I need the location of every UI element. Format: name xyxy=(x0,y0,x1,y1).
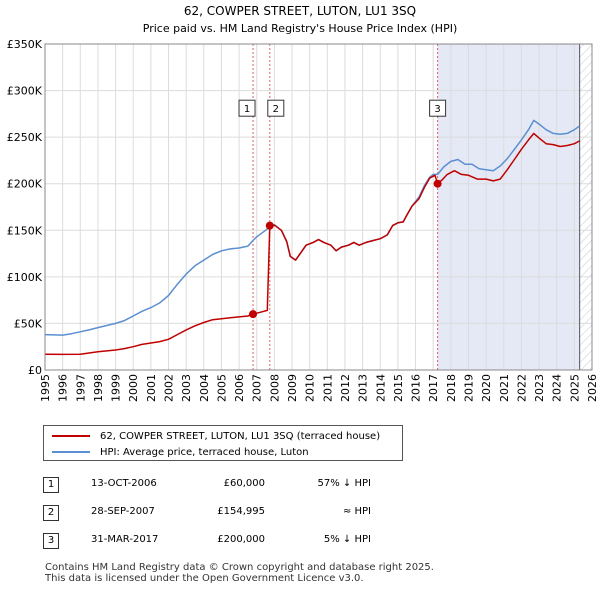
sale-date: 31-MAR-2017 xyxy=(91,534,159,545)
x-tick-label: 2025 xyxy=(568,374,581,402)
y-tick-label: £50K xyxy=(14,317,43,330)
sale-date: 28-SEP-2007 xyxy=(91,506,155,517)
x-tick-label: 1998 xyxy=(92,374,105,402)
y-tick-label: £350K xyxy=(7,38,43,51)
sale-number-badge: 1 xyxy=(43,477,59,493)
x-tick-label: 2011 xyxy=(321,374,334,402)
x-tick-label: 2008 xyxy=(268,374,281,402)
legend: 62, COWPER STREET, LUTON, LU1 3SQ (terra… xyxy=(43,425,403,461)
x-tick-label: 1997 xyxy=(74,374,87,402)
legend-swatch-hpi xyxy=(52,451,90,453)
x-tick-label: 2026 xyxy=(586,374,599,402)
legend-swatch-property xyxy=(52,435,90,437)
y-tick-label: £0 xyxy=(28,364,42,377)
x-tick-label: 1999 xyxy=(110,374,123,402)
x-tick-label: 2018 xyxy=(445,374,458,402)
y-tick-label: £150K xyxy=(7,224,43,237)
sale-point xyxy=(265,221,274,230)
x-tick-label: 2017 xyxy=(427,374,440,402)
price-chart: 62, COWPER STREET, LUTON, LU1 3SQ Price … xyxy=(7,4,599,402)
y-tick-label: £250K xyxy=(7,131,43,144)
x-tick-label: 1996 xyxy=(57,374,70,402)
x-tick-label: 2000 xyxy=(127,374,140,402)
sale-date: 13-OCT-2006 xyxy=(91,478,157,489)
future-hatch xyxy=(579,44,592,370)
sale-label-text: 3 xyxy=(434,104,440,115)
x-tick-label: 2015 xyxy=(392,374,405,402)
x-tick-label: 2024 xyxy=(551,374,564,402)
x-tick-label: 2014 xyxy=(374,374,387,402)
sale-point xyxy=(433,179,442,188)
x-tick-label: 2007 xyxy=(251,374,264,402)
x-tick-label: 2010 xyxy=(304,374,317,402)
x-tick-label: 2009 xyxy=(286,374,299,402)
y-tick-label: £100K xyxy=(7,271,43,284)
sale-label-box xyxy=(238,99,256,117)
sale-label-box xyxy=(267,99,285,117)
legend-label-property: 62, COWPER STREET, LUTON, LU1 3SQ (terra… xyxy=(100,430,381,442)
x-tick-label: 2001 xyxy=(145,374,158,402)
x-tick-label: 2019 xyxy=(462,374,475,402)
y-tick-label: £200K xyxy=(7,178,43,191)
footer-line-licence: This data is licensed under the Open Gov… xyxy=(45,573,364,584)
sale-price: £200,000 xyxy=(217,534,265,545)
table-row: 3 31-MAR-2017 £200,000 5% ↓ HPI xyxy=(43,528,383,556)
x-tick-label: 1995 xyxy=(39,374,52,402)
sale-label-box xyxy=(429,99,447,117)
x-tick-label: 2012 xyxy=(339,374,352,402)
highlight-band xyxy=(437,44,580,370)
x-tick-label: 2006 xyxy=(233,374,246,402)
sale-hpi-relation: ≈ HPI xyxy=(342,506,371,517)
x-tick-label: 2004 xyxy=(198,374,211,402)
x-tick-label: 2020 xyxy=(480,374,493,402)
chart-subtitle: Price paid vs. HM Land Registry's House … xyxy=(143,22,458,35)
sale-hpi-relation: 57% ↓ HPI xyxy=(317,478,371,489)
chart-title: 62, COWPER STREET, LUTON, LU1 3SQ xyxy=(184,4,416,18)
table-row: 2 28-SEP-2007 £154,995 ≈ HPI xyxy=(43,500,383,528)
sale-number-badge: 3 xyxy=(43,533,59,549)
x-tick-label: 2005 xyxy=(215,374,228,402)
table-row: 1 13-OCT-2006 £60,000 57% ↓ HPI xyxy=(43,472,383,500)
footer-attribution: Contains HM Land Registry data © Crown c… xyxy=(45,562,434,584)
x-tick-label: 2023 xyxy=(533,374,546,402)
sale-label-text: 1 xyxy=(244,104,250,115)
sale-point xyxy=(249,310,258,319)
plot-frame xyxy=(44,43,593,371)
x-tick-label: 2002 xyxy=(163,374,176,402)
x-tick-label: 2022 xyxy=(515,374,528,402)
x-tick-label: 2013 xyxy=(357,374,370,402)
sale-price: £60,000 xyxy=(223,478,265,489)
series-line-property xyxy=(44,132,580,356)
x-tick-label: 2021 xyxy=(498,374,511,402)
sale-price: £154,995 xyxy=(217,506,265,517)
sales-table: 1 13-OCT-2006 £60,000 57% ↓ HPI 2 28-SEP… xyxy=(43,472,383,556)
sale-hpi-relation: 5% ↓ HPI xyxy=(323,534,371,545)
sale-number-badge: 2 xyxy=(43,505,59,521)
sale-label-text: 2 xyxy=(273,104,279,115)
legend-label-hpi: HPI: Average price, terraced house, Luto… xyxy=(100,446,309,458)
x-tick-label: 2003 xyxy=(180,374,193,402)
legend-item-hpi: HPI: Average price, terraced house, Luto… xyxy=(52,444,309,460)
x-tick-label: 2016 xyxy=(410,374,423,402)
footer-line-copyright: Contains HM Land Registry data © Crown c… xyxy=(45,562,434,573)
legend-item-property: 62, COWPER STREET, LUTON, LU1 3SQ (terra… xyxy=(52,428,380,444)
y-tick-label: £300K xyxy=(7,85,43,98)
